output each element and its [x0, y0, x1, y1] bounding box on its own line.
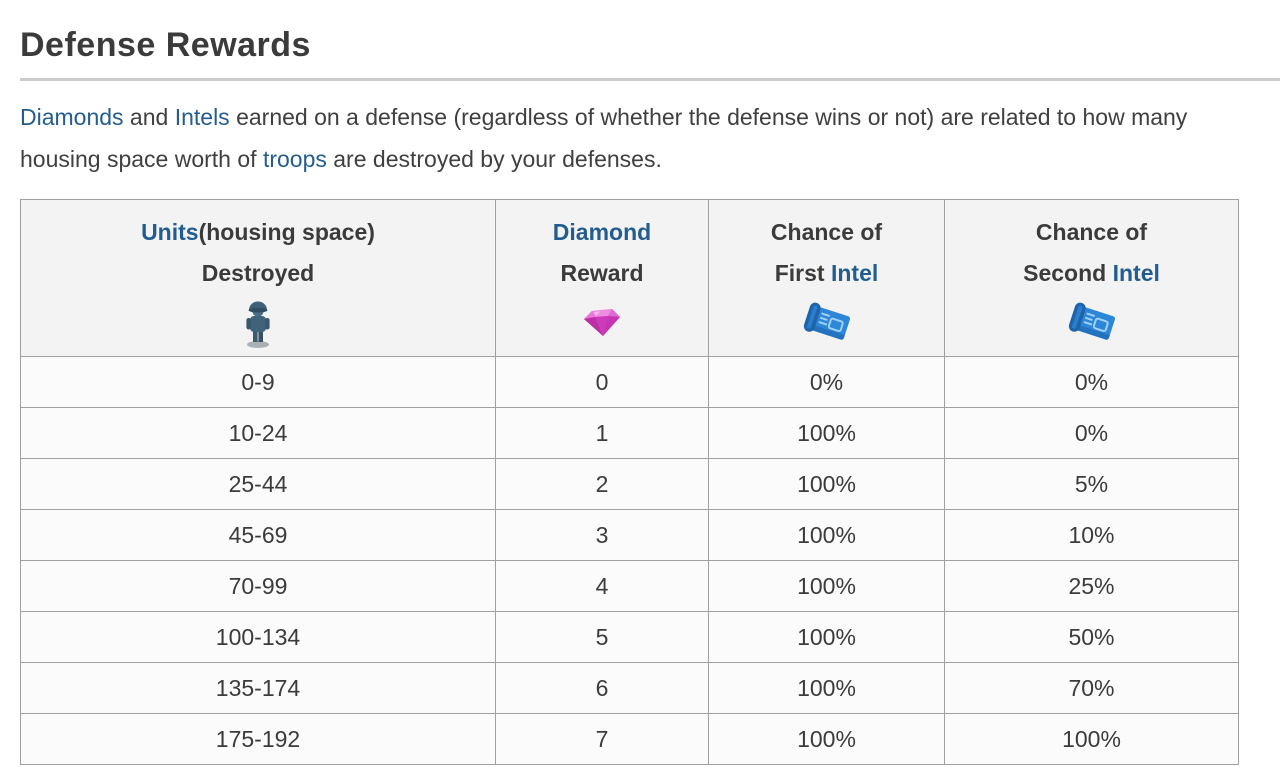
units-cell: 10-24: [20, 407, 496, 459]
diamonds-cell: 4: [495, 560, 709, 612]
header-text: Chance of: [1035, 219, 1148, 245]
diamond-icon[interactable]: [500, 294, 704, 350]
intels-link[interactable]: Intels: [174, 104, 230, 130]
second-intel-cell: 5%: [944, 458, 1239, 510]
troops-link[interactable]: troops: [262, 146, 327, 172]
table-row: 175-192 7 100% 100%: [20, 713, 1239, 765]
heading-divider: [20, 78, 1280, 81]
diamonds-cell: 7: [495, 713, 709, 765]
table-row: 25-44 2 100% 5%: [20, 458, 1239, 510]
second-intel-cell: 25%: [944, 560, 1239, 612]
second-intel-cell: 70%: [944, 662, 1239, 714]
intro-paragraph: Diamonds and Intels earned on a defense …: [20, 96, 1258, 180]
second-intel-cell: 0%: [944, 356, 1239, 408]
table-row: 100-134 5 100% 50%: [20, 611, 1239, 663]
page-title: Defense Rewards: [20, 26, 311, 64]
col-header-second-intel: Chance of Second Intel: [944, 199, 1239, 357]
first-intel-cell: 100%: [708, 407, 945, 459]
diamonds-cell: 3: [495, 509, 709, 561]
units-link[interactable]: Units: [141, 219, 199, 245]
units-cell: 25-44: [20, 458, 496, 510]
diamonds-cell: 2: [495, 458, 709, 510]
units-cell: 135-174: [20, 662, 496, 714]
intel-icon[interactable]: [949, 294, 1234, 350]
units-cell: 45-69: [20, 509, 496, 561]
intel-icon[interactable]: [713, 294, 940, 350]
second-intel-cell: 10%: [944, 509, 1239, 561]
table-row: 135-174 6 100% 70%: [20, 662, 1239, 714]
units-cell: 100-134: [20, 611, 496, 663]
header-text: Destroyed: [201, 260, 315, 286]
table-row: 0-9 0 0% 0%: [20, 356, 1239, 408]
header-text: Second: [1023, 260, 1113, 286]
intro-text: and: [123, 104, 175, 130]
troop-icon[interactable]: [25, 294, 491, 350]
second-intel-cell: 50%: [944, 611, 1239, 663]
first-intel-cell: 100%: [708, 509, 945, 561]
table-row: 10-24 1 100% 0%: [20, 407, 1239, 459]
diamonds-cell: 5: [495, 611, 709, 663]
diamonds-cell: 6: [495, 662, 709, 714]
units-cell: 0-9: [20, 356, 496, 408]
first-intel-cell: 100%: [708, 611, 945, 663]
first-intel-cell: 0%: [708, 356, 945, 408]
first-intel-cell: 100%: [708, 458, 945, 510]
intro-text: are destroyed by your defenses.: [326, 146, 662, 172]
second-intel-cell: 100%: [944, 713, 1239, 765]
second-intel-cell: 0%: [944, 407, 1239, 459]
diamonds-cell: 1: [495, 407, 709, 459]
intel-link[interactable]: Intel: [830, 260, 879, 286]
units-cell: 70-99: [20, 560, 496, 612]
first-intel-cell: 100%: [708, 713, 945, 765]
intel-link[interactable]: Intel: [1112, 260, 1160, 286]
header-text: Reward: [560, 260, 644, 286]
defense-rewards-table: Units(housing space) Destroyed: [20, 199, 1239, 765]
intro-text: earned on a defense (regardless of wheth…: [20, 104, 1188, 172]
col-header-units-destroyed: Units(housing space) Destroyed: [20, 199, 496, 357]
first-intel-cell: 100%: [708, 560, 945, 612]
col-header-first-intel: Chance of First Intel: [708, 199, 945, 357]
header-text: (housing space): [198, 219, 375, 245]
table-row: 70-99 4 100% 25%: [20, 560, 1239, 612]
table-row: 45-69 3 100% 10%: [20, 509, 1239, 561]
first-intel-cell: 100%: [708, 662, 945, 714]
diamond-link[interactable]: Diamond: [552, 219, 652, 245]
table-header-row: Units(housing space) Destroyed: [20, 199, 1239, 357]
header-text: Chance of: [770, 219, 883, 245]
diamonds-link[interactable]: Diamonds: [20, 104, 124, 130]
diamonds-cell: 0: [495, 356, 709, 408]
units-cell: 175-192: [20, 713, 496, 765]
col-header-diamond-reward: Diamond Reward: [495, 199, 709, 357]
header-text: First: [774, 260, 831, 286]
